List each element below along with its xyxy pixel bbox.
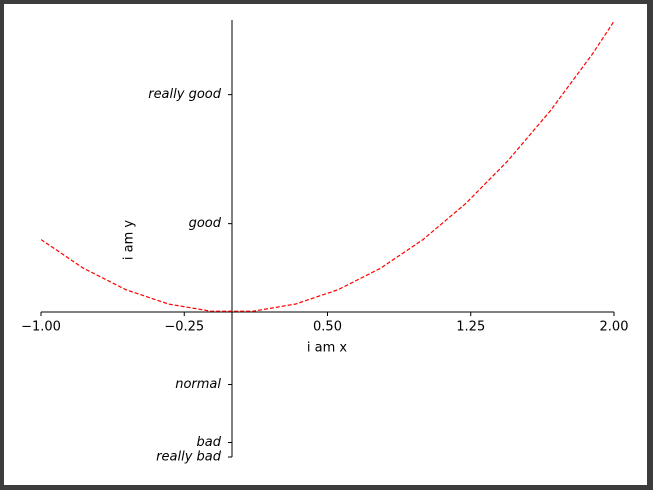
y-axis-label: i am y [122,220,137,261]
y-tick-label: normal [175,377,221,392]
y-tick-label: good [189,216,222,231]
x-tick-label: −0.25 [164,320,204,335]
y-tick-label: bad [197,435,222,450]
x-tick-label: −1.00 [21,320,61,335]
x-axis-label: i am x [307,341,348,356]
x-tick-label: 1.25 [456,320,485,335]
x-tick-label: 0.50 [313,320,342,335]
y-tick-label: really good [148,87,222,102]
x-tick-label: 2.00 [600,320,629,335]
canvas [4,4,647,485]
y-tick-label: really bad [156,450,222,465]
